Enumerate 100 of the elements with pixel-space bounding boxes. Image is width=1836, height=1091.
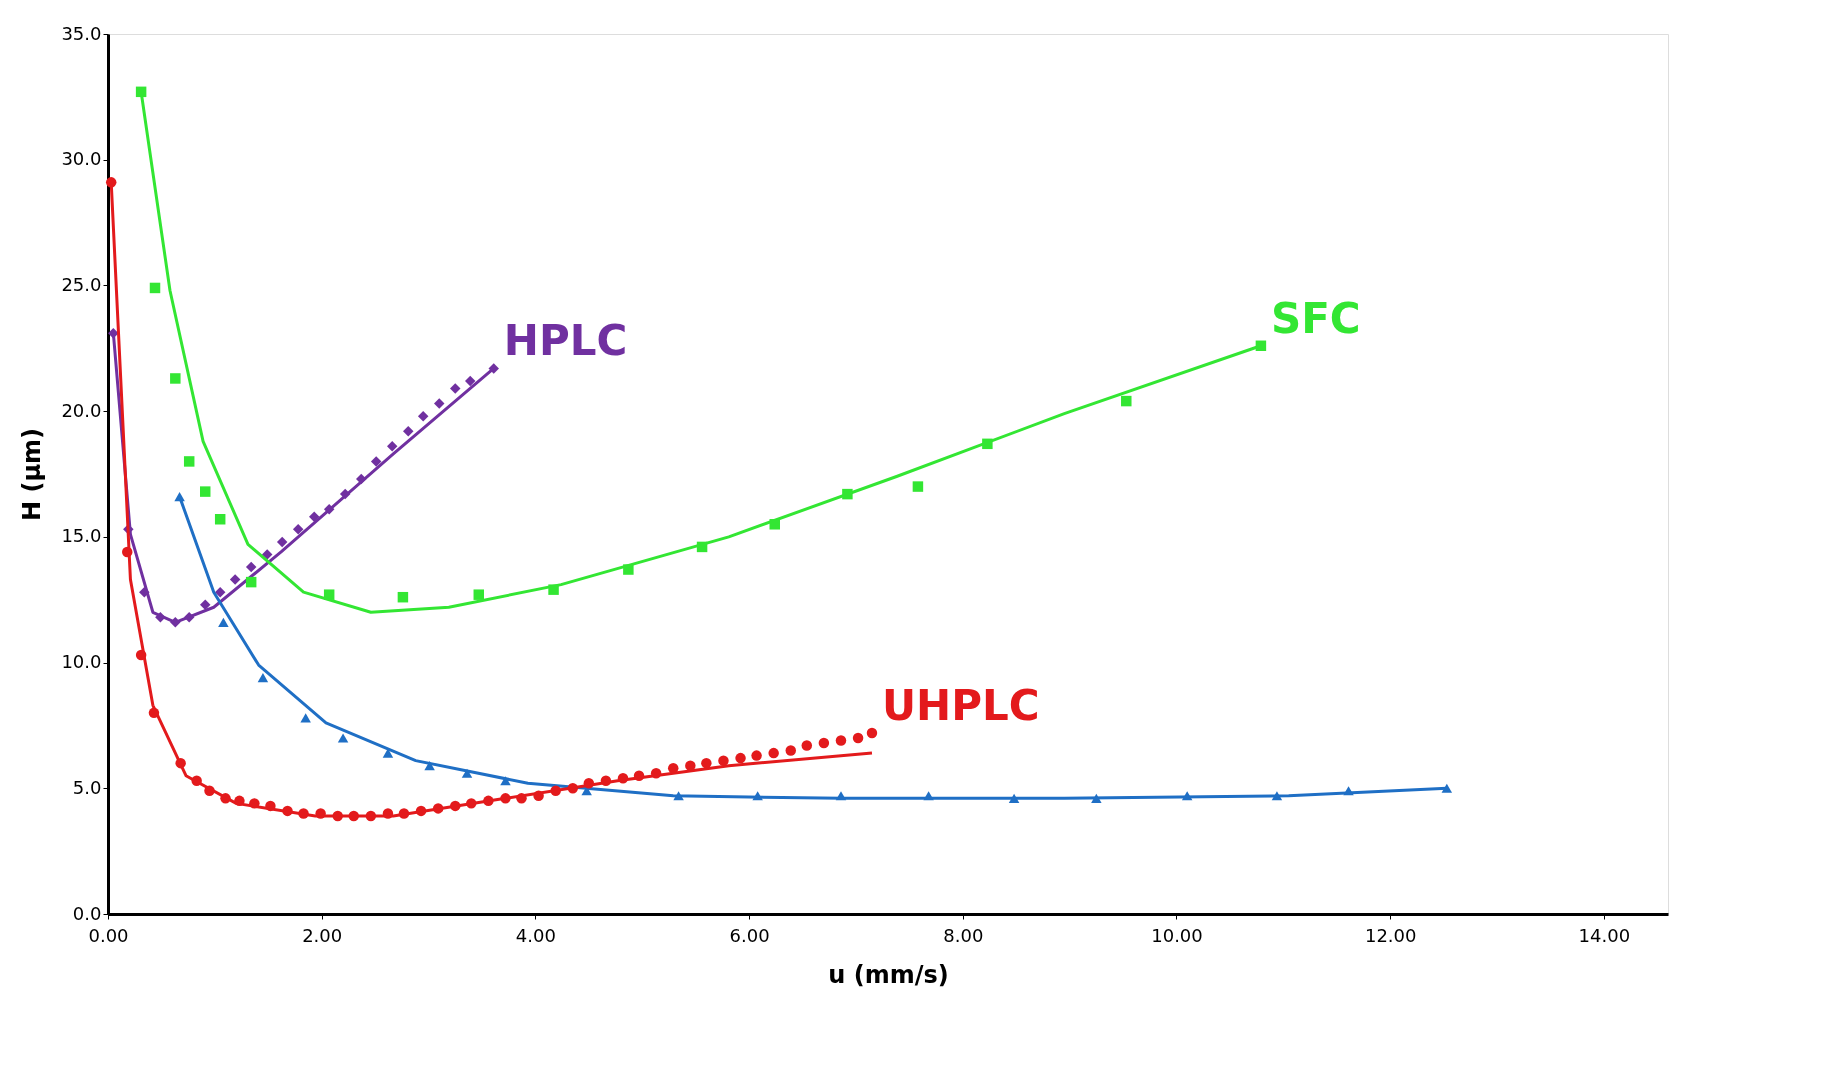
point xyxy=(450,383,461,394)
point xyxy=(199,486,211,497)
point xyxy=(149,282,161,294)
point xyxy=(768,747,779,759)
point xyxy=(1091,793,1102,803)
point xyxy=(696,541,708,553)
point xyxy=(835,735,847,746)
point xyxy=(220,793,231,804)
y-tick-label: 0.0 xyxy=(72,902,102,924)
point xyxy=(229,574,241,585)
point xyxy=(473,589,485,600)
point xyxy=(1255,340,1267,352)
point xyxy=(785,745,797,756)
point xyxy=(308,511,320,522)
point xyxy=(483,795,494,807)
point xyxy=(466,798,477,809)
y-tick-label: 30.0 xyxy=(61,148,102,170)
point xyxy=(298,808,309,819)
point xyxy=(148,707,160,719)
point xyxy=(752,791,763,801)
point xyxy=(685,760,696,771)
point xyxy=(769,519,780,530)
point xyxy=(488,363,499,374)
point xyxy=(1343,786,1354,796)
point xyxy=(667,762,679,774)
point xyxy=(516,793,527,804)
point xyxy=(135,649,147,661)
point xyxy=(852,732,864,744)
point xyxy=(204,785,215,797)
point xyxy=(249,798,260,809)
point xyxy=(415,805,427,817)
point xyxy=(265,800,276,812)
y-axis-title: H (µm) xyxy=(18,427,47,522)
point xyxy=(866,727,878,739)
x-tick-label: 12.00 xyxy=(1364,924,1417,946)
point xyxy=(432,803,444,814)
point xyxy=(650,767,662,779)
series-label: HPLC xyxy=(503,316,628,366)
series-label: SFC xyxy=(1270,293,1361,343)
point xyxy=(214,586,226,598)
point xyxy=(276,536,288,548)
point xyxy=(348,810,359,822)
y-tick-label: 35.0 xyxy=(61,22,102,44)
point xyxy=(121,546,133,558)
point xyxy=(818,737,830,749)
point xyxy=(105,177,117,188)
point xyxy=(170,617,181,628)
point xyxy=(397,591,409,603)
point xyxy=(282,805,293,817)
point xyxy=(550,785,561,797)
x-tick-label: 14.00 xyxy=(1578,924,1631,946)
point xyxy=(751,750,762,761)
point xyxy=(218,617,229,627)
point xyxy=(1441,783,1453,793)
point xyxy=(600,775,612,786)
x-tick-label: 8.00 xyxy=(943,924,984,946)
point xyxy=(139,586,150,598)
point xyxy=(548,584,559,595)
point xyxy=(234,795,245,807)
point xyxy=(174,492,185,502)
point xyxy=(464,375,476,387)
x-tick-label: 2.00 xyxy=(302,924,343,946)
point xyxy=(1181,791,1193,801)
point xyxy=(315,808,326,819)
x-tick-label: 0.00 xyxy=(88,924,129,946)
point xyxy=(461,768,473,778)
x-tick-label: 6.00 xyxy=(729,924,770,946)
point xyxy=(433,398,445,409)
point xyxy=(718,755,729,766)
point xyxy=(386,441,398,452)
point xyxy=(417,410,429,422)
x-axis-title: u (mm/s) xyxy=(828,960,949,989)
y-tick-label: 15.0 xyxy=(61,525,102,547)
point xyxy=(245,576,257,588)
point xyxy=(673,791,684,801)
point xyxy=(370,456,382,467)
point xyxy=(175,757,186,769)
point xyxy=(135,86,147,98)
y-tick-label: 10.0 xyxy=(61,651,102,673)
point xyxy=(633,770,645,781)
point xyxy=(199,599,211,610)
point xyxy=(912,481,924,492)
point xyxy=(355,473,367,485)
point xyxy=(982,438,993,450)
point xyxy=(617,772,629,784)
point xyxy=(292,524,304,535)
point xyxy=(245,561,257,573)
point xyxy=(1008,793,1020,803)
point xyxy=(403,426,414,437)
point xyxy=(1271,791,1283,801)
y-tick-label: 25.0 xyxy=(61,273,102,295)
y-tick-label: 5.0 xyxy=(72,776,102,798)
point xyxy=(567,783,579,794)
point xyxy=(155,612,166,623)
point xyxy=(923,791,934,801)
point xyxy=(257,673,269,683)
point xyxy=(623,564,634,575)
point xyxy=(170,373,181,384)
point xyxy=(214,514,226,525)
point xyxy=(339,488,351,500)
